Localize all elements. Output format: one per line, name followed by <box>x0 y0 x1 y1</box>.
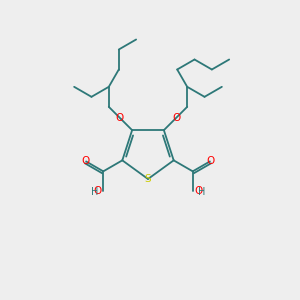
Text: O: O <box>93 186 101 196</box>
Text: H: H <box>91 187 98 197</box>
Text: H: H <box>198 187 206 197</box>
Text: S: S <box>145 174 151 184</box>
Text: O: O <box>81 156 89 167</box>
Text: O: O <box>207 156 215 167</box>
Text: O: O <box>116 113 124 123</box>
Text: O: O <box>172 113 180 123</box>
Text: O: O <box>195 186 203 196</box>
